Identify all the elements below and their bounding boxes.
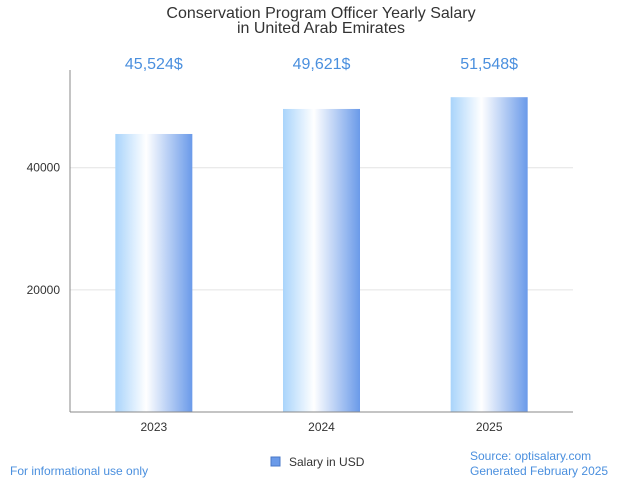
- chart-title-line-2: in United Arab Emirates: [237, 20, 405, 37]
- y-tick-labels: 20000 40000: [27, 161, 61, 297]
- x-tick-label-2024: 2024: [308, 420, 335, 434]
- value-label-2024: 49,621$: [293, 56, 351, 73]
- x-tick-labels: 2023 2024 2025: [140, 420, 502, 434]
- footer-generated: Generated February 2025: [470, 464, 608, 478]
- legend-label: Salary in USD: [289, 455, 365, 469]
- bar-2023: [115, 133, 193, 412]
- value-label-2025: 51,548$: [460, 56, 518, 73]
- y-tick-label: 40000: [27, 161, 61, 175]
- value-labels: 45,524$ 49,621$ 51,548$: [125, 56, 518, 73]
- footer-disclaimer: For informational use only: [10, 464, 148, 478]
- chart-title-line-1: Conservation Program Officer Yearly Sala…: [166, 5, 475, 22]
- legend: Salary in USD: [270, 455, 365, 469]
- value-label-2023: 45,524$: [125, 56, 183, 73]
- y-tick-label: 20000: [27, 283, 61, 297]
- bar-2025: [450, 97, 528, 413]
- footer-source: Source: optisalary.com: [470, 449, 591, 463]
- x-tick-label-2023: 2023: [140, 420, 167, 434]
- x-tick-label-2025: 2025: [476, 420, 503, 434]
- legend-swatch: [270, 456, 281, 467]
- bars: [115, 97, 528, 413]
- bar-2024: [283, 108, 360, 413]
